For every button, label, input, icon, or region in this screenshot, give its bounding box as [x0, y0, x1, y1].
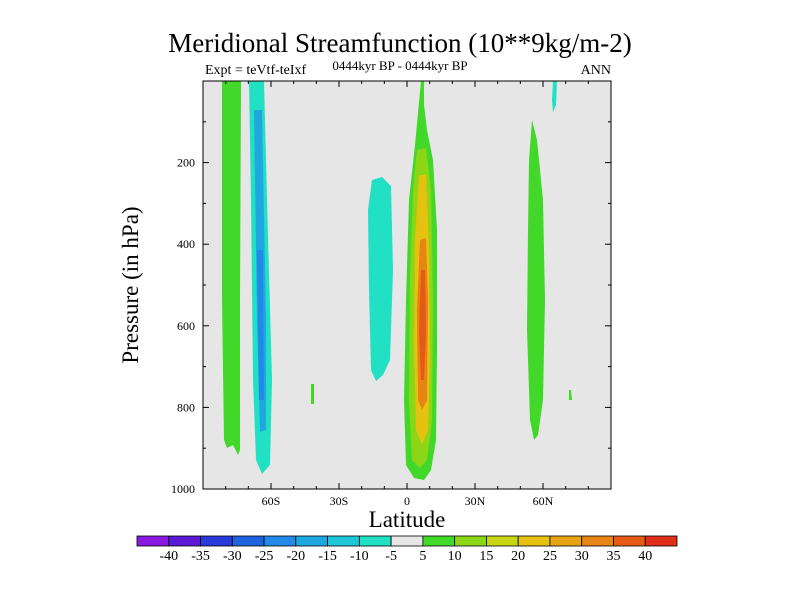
chart-title: Meridional Streamfunction (10**9kg/m-2) — [168, 28, 632, 58]
contour-equatorial-peak — [419, 270, 426, 380]
colorbar-label: -10 — [350, 549, 369, 564]
colorbar-box — [136, 535, 170, 547]
colorbar-label: 5 — [419, 549, 426, 564]
colorbar-box — [517, 535, 551, 547]
colorbar-label: 25 — [543, 549, 557, 564]
colorbar-box — [390, 535, 424, 547]
colorbar-box — [231, 535, 265, 547]
x-tick-label: 60N — [533, 494, 554, 508]
x-tick-label: 30S — [330, 494, 349, 508]
colorbar-label: 30 — [575, 549, 589, 564]
contour-nh-top-negative — [552, 81, 557, 112]
colorbar-label: 40 — [638, 549, 652, 564]
colorbar-label: 35 — [606, 549, 620, 564]
contour-nh-small-blob — [569, 390, 572, 400]
y-tick-label: 800 — [177, 400, 195, 414]
colorbar-box — [327, 535, 360, 547]
colorbar-box — [168, 535, 201, 547]
colorbar-label: -25 — [255, 549, 274, 564]
colorbar-box — [581, 535, 614, 547]
colorbar-label: -15 — [318, 549, 337, 564]
colorbar-label: -5 — [385, 549, 397, 564]
contour-tropical-negative — [368, 177, 393, 381]
contour-sh-positive-band — [222, 81, 241, 455]
colorbar-label: 20 — [511, 549, 525, 564]
colorbar-label: -20 — [286, 549, 305, 564]
colorbar-box — [549, 535, 583, 547]
contour-fills — [222, 81, 572, 480]
colorbar-box — [200, 535, 233, 547]
x-tick-label: 30N — [465, 494, 486, 508]
colorbar-box — [263, 535, 297, 547]
colorbar-box — [295, 535, 328, 547]
colorbar-box — [644, 535, 678, 547]
colorbar: -40 -35 -30 -25 -20 -15 -10 -5 5 10 15 20 25 30 35 40 — [136, 535, 678, 564]
colorbar-label: -30 — [223, 549, 242, 564]
y-axis-label: Pressure (in hPa) — [118, 206, 143, 363]
colorbar-box — [422, 535, 456, 547]
chart-subtitle: 0444kyr BP - 0444kyr BP — [332, 58, 468, 73]
contour-sh-negative-core — [257, 250, 264, 400]
x-tick-label: 60S — [262, 494, 281, 508]
y-tick-label: 400 — [177, 237, 195, 251]
colorbar-label: -40 — [159, 549, 178, 564]
colorbar-label: 10 — [448, 549, 462, 564]
colorbar-box — [358, 535, 392, 547]
colorbar-label: 15 — [479, 549, 493, 564]
season-label: ANN — [580, 63, 611, 78]
y-axis: 200 400 600 800 1000 — [171, 121, 611, 496]
colorbar-box — [613, 535, 646, 547]
y-tick-label: 600 — [177, 319, 195, 333]
contour-nh-positive — [527, 120, 545, 440]
y-tick-label: 200 — [177, 156, 195, 170]
contour-small-blob-sh — [311, 384, 314, 404]
y-tick-label: 1000 — [171, 482, 195, 496]
colorbar-label: -35 — [191, 549, 210, 564]
experiment-label: Expt = teVtf-teIxf — [205, 63, 307, 78]
colorbar-box — [486, 535, 519, 547]
colorbar-box — [454, 535, 487, 547]
x-axis-label: Latitude — [369, 507, 446, 532]
x-axis: 60S 30S 0 30N 60N — [225, 81, 589, 508]
x-tick-label: 0 — [404, 494, 410, 508]
